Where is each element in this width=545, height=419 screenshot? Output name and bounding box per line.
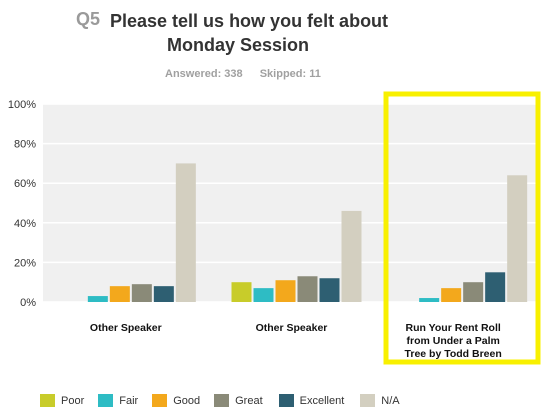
plot-area (43, 104, 540, 302)
bar-chart: 0% 20% 40% 60% 80% 100% Other Speaker Other Spe… (8, 91, 541, 365)
legend-swatch (40, 394, 55, 407)
bar-excellent (319, 278, 340, 302)
bar-good (109, 286, 130, 302)
legend-label: Excellent (299, 394, 345, 407)
bar-great (463, 282, 484, 302)
bar-excellent (485, 272, 506, 302)
category-label: Other Speaker (256, 322, 328, 334)
bar-na (507, 175, 528, 302)
bar-great (297, 276, 318, 302)
bar-fair (87, 296, 108, 302)
bar-great (131, 284, 152, 302)
bar-na (341, 210, 362, 302)
legend-label: N/A (381, 394, 400, 407)
category-label: Other Speaker (90, 322, 162, 334)
legend-swatch (214, 394, 230, 407)
bar-excellent (153, 286, 174, 302)
legend-item-excellent: Excellent (278, 394, 345, 407)
question-number: Q5 (76, 9, 101, 29)
bar-na (175, 163, 196, 302)
legend-item-poor: Poor (40, 394, 84, 407)
legend-swatch (360, 394, 376, 407)
legend-item-na: N/A (360, 394, 400, 407)
legend-label: Fair (119, 394, 139, 407)
legend-swatch (98, 394, 114, 407)
y-tick-label: 80% (14, 139, 36, 151)
question-title-line2: Monday Session (167, 35, 310, 55)
legend-item-good: Good (152, 394, 200, 407)
question-title-line1: Please tell us how you felt about (110, 11, 389, 31)
skipped-count: Skipped: 11 (259, 68, 321, 80)
response-stats: Answered: 338 Skipped: 11 (165, 68, 321, 80)
y-tick-label: 0% (20, 297, 36, 309)
legend-label: Great (235, 394, 263, 407)
legend-label: Good (173, 394, 201, 407)
bar-fair (253, 288, 274, 302)
legend-swatch (152, 394, 168, 407)
answered-count: Answered: 338 (165, 68, 243, 80)
y-tick-label: 100% (8, 99, 36, 111)
legend-label: Poor (61, 394, 85, 407)
category-label: Tree by Todd Breen (405, 348, 502, 360)
y-tick-label: 40% (14, 218, 36, 230)
bar-poor (231, 282, 252, 302)
bar-fair (419, 298, 440, 302)
legend-swatch (278, 394, 294, 407)
bar-good (275, 280, 296, 302)
bar-good (441, 288, 462, 302)
question-title: Please tell us how you felt about Monday… (110, 9, 440, 57)
category-label: from Under a Palm (406, 335, 499, 347)
legend-item-fair: Fair (98, 394, 138, 407)
category-label: Run Your Rent Roll (406, 322, 501, 334)
chart-legend: Poor Fair Good Great Excellent N/A (40, 394, 400, 407)
legend-item-great: Great (214, 394, 263, 407)
y-tick-label: 60% (14, 178, 36, 190)
y-tick-label: 20% (14, 257, 36, 269)
highlight-box (383, 91, 541, 365)
